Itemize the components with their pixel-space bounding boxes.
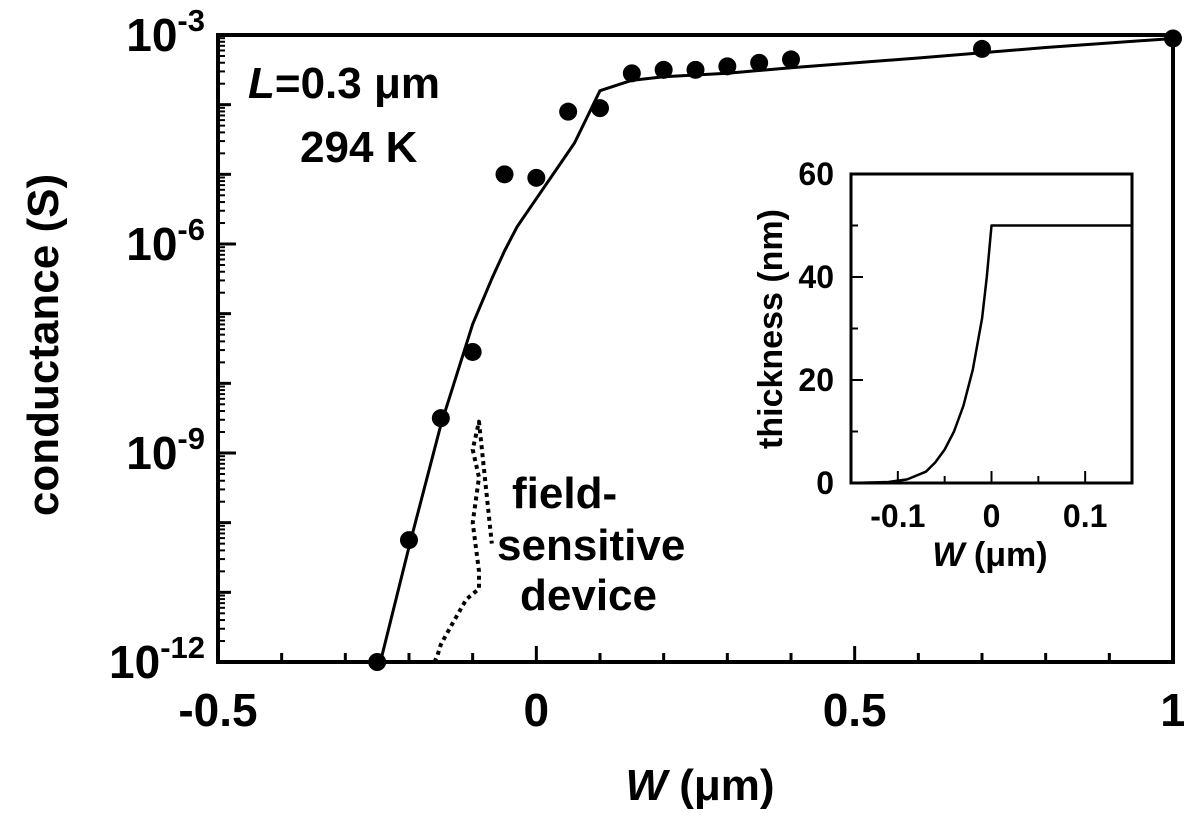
data-point [654,60,673,79]
main-y-axis-title: conductance (S) [19,174,68,516]
main-y-tick-label-exponent: -3 [177,3,205,38]
inset-y-tick-label: 60 [798,156,834,192]
main-x-tick-label: 0 [524,684,550,736]
inset-x-tick-labels: -0.1 0 0.1 [870,498,1107,534]
device-bracket [432,419,494,663]
device-label-line-1: field- [512,469,617,518]
data-point [718,57,737,76]
length-annotation: L=0.3 μm [248,59,440,108]
main-y-tick-label: 10-6 [126,212,205,270]
inset-y-tick-label: 20 [798,362,834,398]
inset-y-tick-label: 40 [798,259,834,295]
data-point [750,53,769,72]
main-y-tick-label: 10-9 [126,421,205,479]
main-y-tick-label-base: 10 [126,427,177,479]
inset-y-tick-labels: 0 20 40 60 [798,156,834,501]
main-axis-ticks [216,33,1175,664]
device-label-line-3: device [520,571,657,620]
inset-series [850,224,1132,485]
data-point [591,99,609,118]
main-plot-frame [216,33,1175,664]
main-y-tick-label-base: 10 [126,9,177,61]
main-y-tick-label: 10-3 [126,3,205,61]
device-label-line-2: sensitive [497,521,685,570]
inset-x-tick-label: -0.1 [870,498,925,534]
inset-y-axis-title: thickness (nm) [752,209,790,449]
data-point [495,165,514,184]
inset-y-tick-label: 0 [816,465,834,501]
temperature-annotation: 294 K [300,123,418,172]
data-point [686,60,705,79]
main-series [368,29,1182,671]
inset-thickness-curve [850,224,1132,485]
inset-x-tick-label: 0.1 [1063,498,1107,534]
inset-x-tick-label: 0 [983,498,1001,534]
data-point [527,168,546,187]
data-point [622,64,641,83]
main-x-tick-labels: -0.5 0 0.5 1 [178,684,1184,736]
data-point [973,39,991,58]
main-y-tick-label-base: 10 [109,636,160,688]
data-point [400,531,418,550]
data-point [1164,29,1182,48]
main-x-axis-title: W (μm) [625,761,774,810]
fit-curve [378,37,1174,663]
data-point [559,102,578,121]
main-y-tick-label-exponent: -12 [160,630,205,665]
main-y-tick-label: 10-12 [109,630,205,688]
main-y-tick-label-exponent: -6 [177,212,205,247]
data-point [431,409,450,428]
main-x-tick-label: -0.5 [178,684,257,736]
inset-background [851,174,1132,483]
main-x-tick-label: 1 [1160,684,1184,736]
data-point [463,342,482,361]
main-y-tick-label-exponent: -9 [177,421,205,456]
data-point [368,653,387,671]
inset-x-axis-title: W (μm) [932,536,1047,574]
data-point [782,50,800,69]
main-x-tick-label: 0.5 [823,684,887,736]
main-y-tick-label-base: 10 [126,218,177,270]
